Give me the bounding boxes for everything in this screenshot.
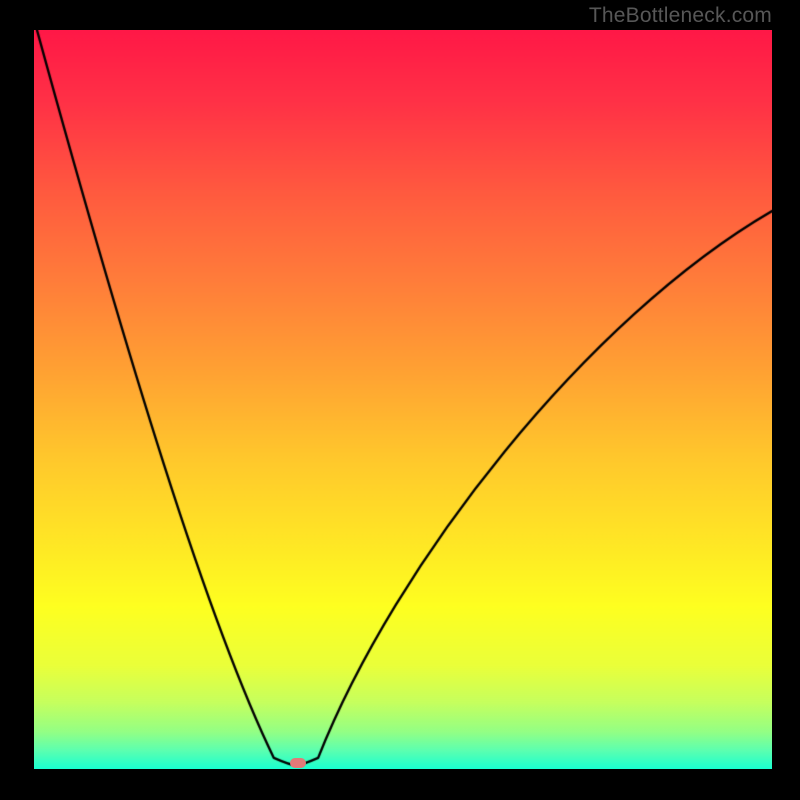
- watermark-text: TheBottleneck.com: [589, 4, 772, 28]
- plot-area: [30, 30, 770, 771]
- valley-marker: [290, 758, 306, 768]
- bottleneck-curve: [34, 30, 772, 769]
